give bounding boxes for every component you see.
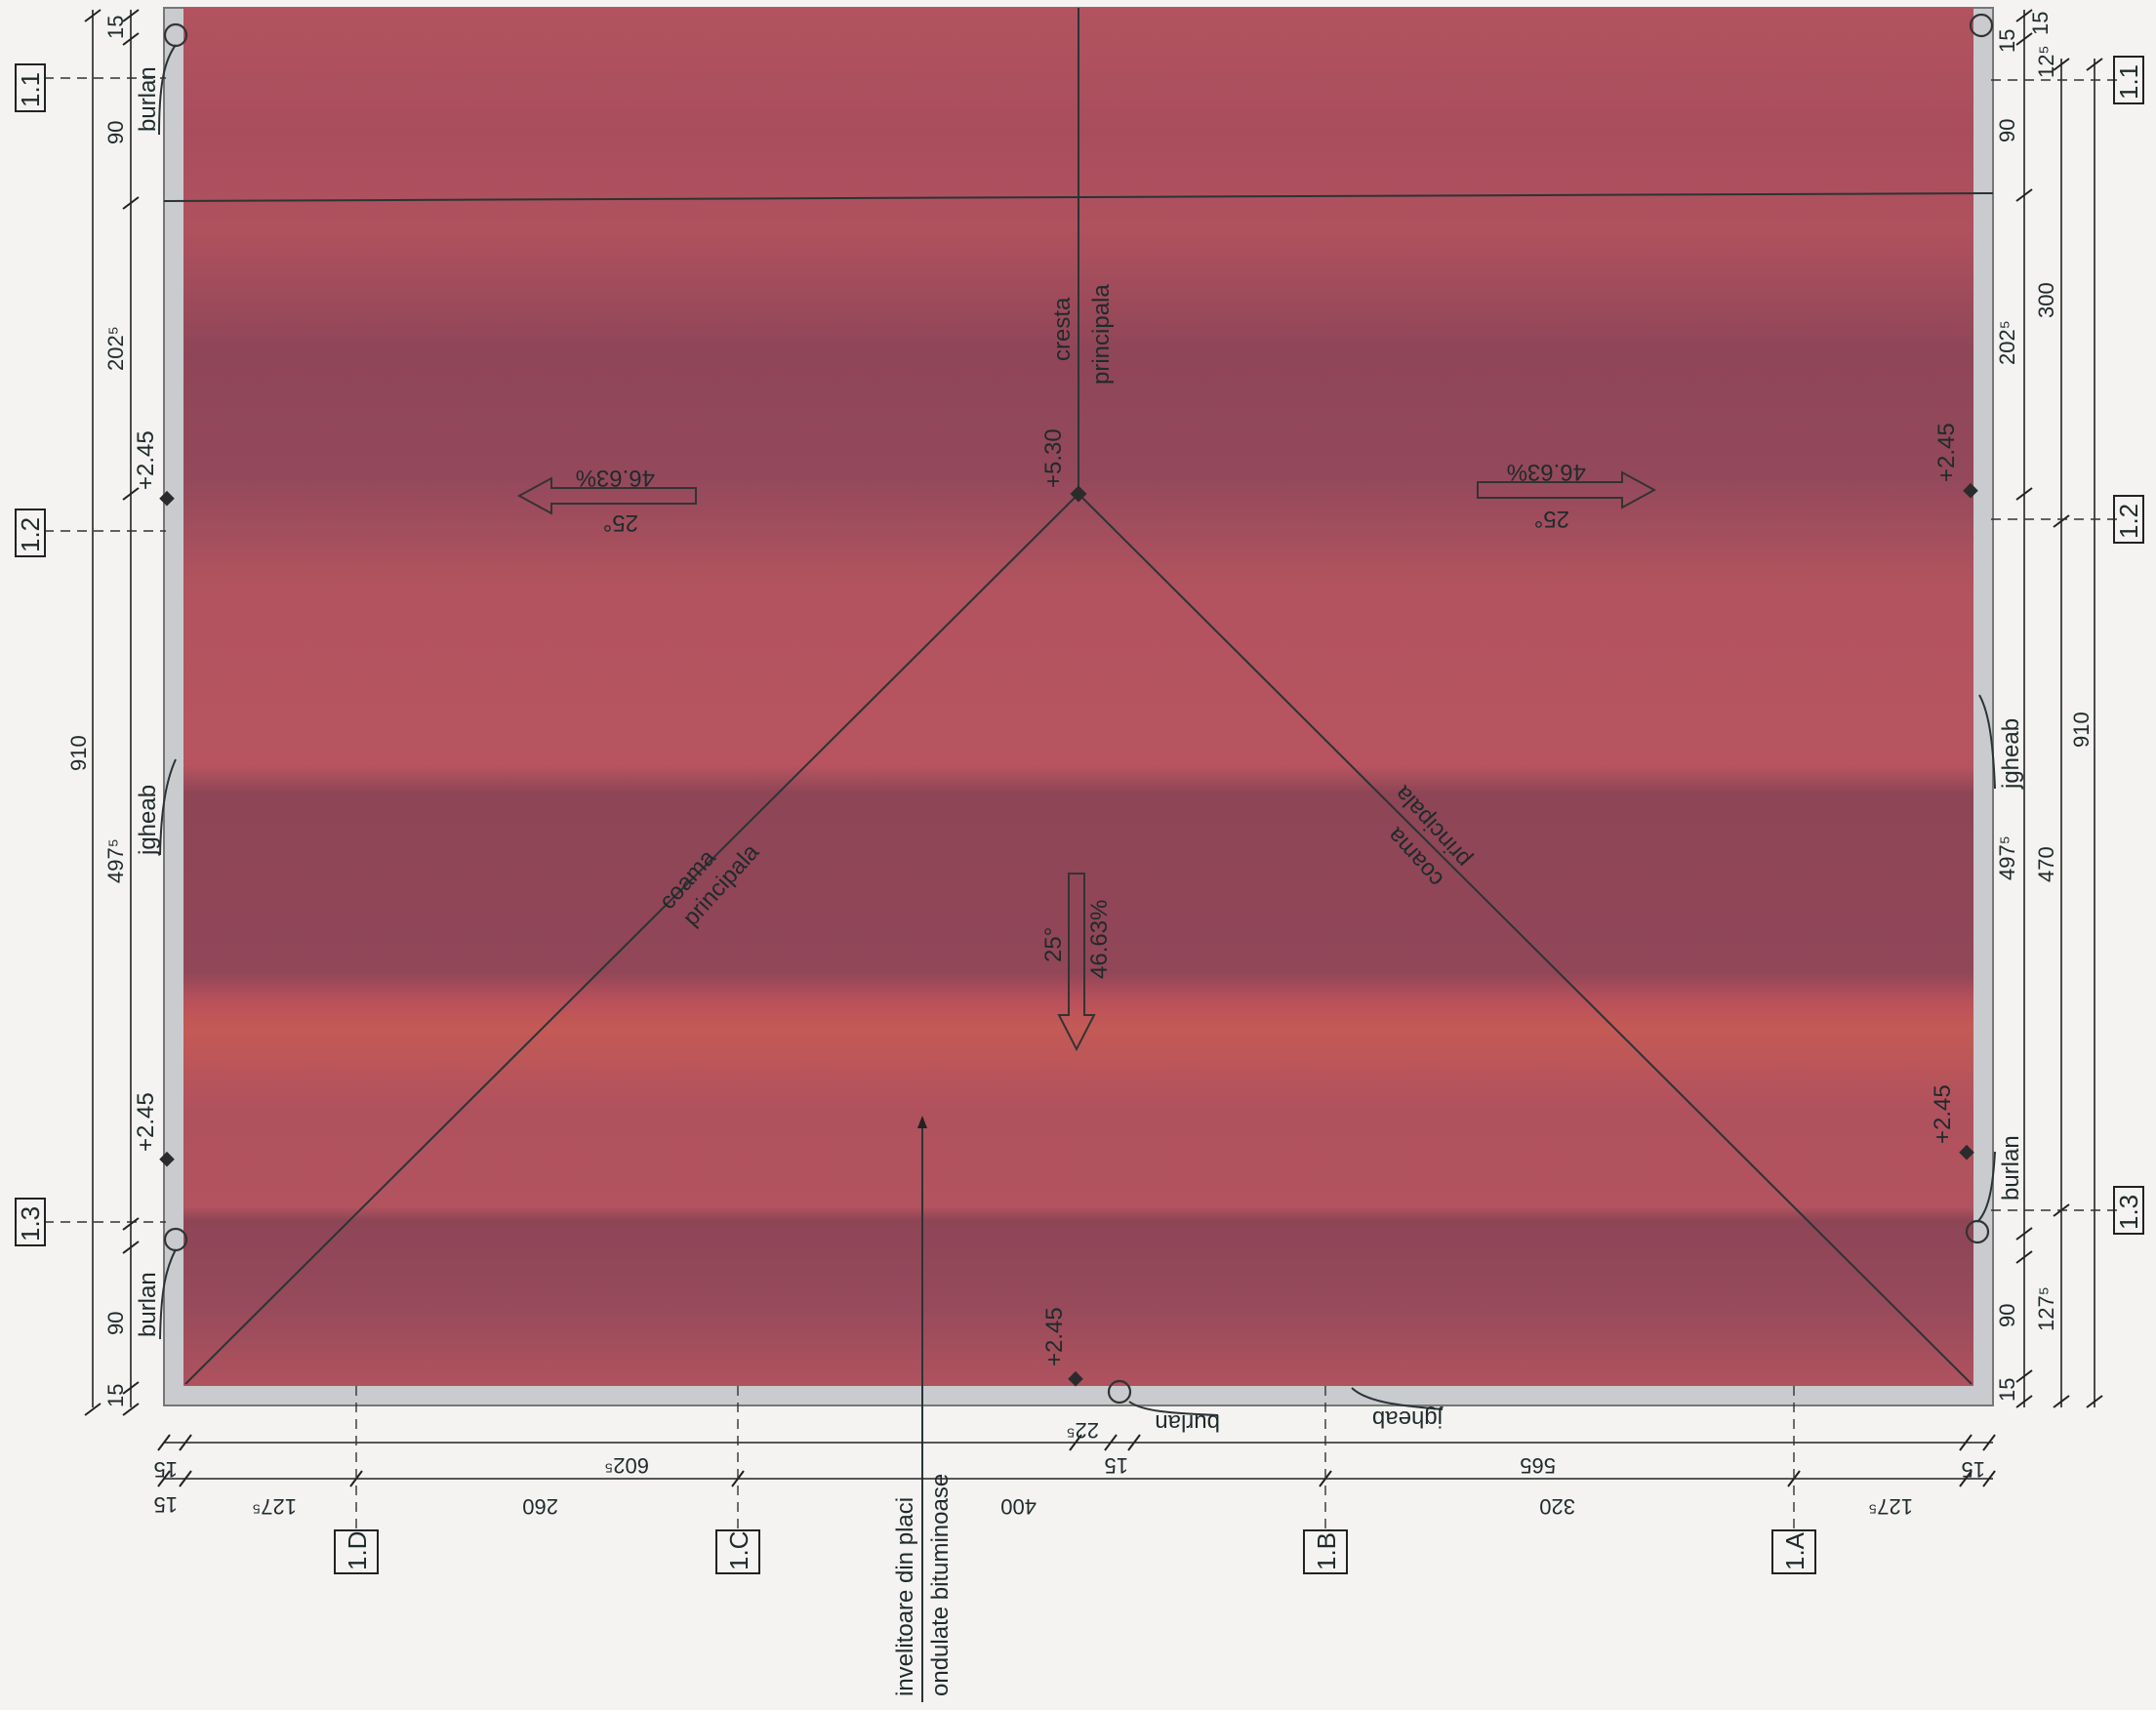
bottom-dimension-chains: 15 602⁵ 15 565 15 22⁵ 15 127⁵ 260 400 32… [154, 1418, 1996, 1519]
right-grid-axes: 1.1 1.2 1.3 [1991, 56, 2144, 1235]
grid-right-2: 1.2 [2114, 504, 2143, 539]
left-grid-axes: 1.1 1.2 1.3 [15, 63, 166, 1246]
jgheab-label-left: jgheab [135, 785, 161, 856]
slope-arrow-right: 46.63% 25° [1477, 459, 1657, 532]
level-eave-bottom: +2.45 [1041, 1307, 1068, 1366]
ridge-label-1: cresta [1049, 297, 1076, 361]
burlan-label-right: burlan [1998, 1135, 2024, 1201]
slope-left-pct: 46.63% [576, 465, 655, 491]
dim-right-4: 497⁵ [1995, 835, 2019, 880]
level-markers [159, 482, 1978, 1387]
grid-right-1: 1.1 [2114, 64, 2143, 100]
ridge-label-2: principala [1088, 284, 1115, 385]
slope-arrow-left: 46.63% 25° [516, 465, 697, 536]
grid-bottom-c: 1.C [724, 1531, 753, 1570]
slope-right-deg: 25° [1534, 506, 1569, 532]
dim-left-5: 90 [103, 1312, 128, 1335]
dim-bottom-r2-5: 320 [1539, 1494, 1575, 1519]
dim-left-1: 15 [103, 16, 128, 39]
grid-bottom-d: 1.D [343, 1531, 372, 1570]
dim-left-total: 910 [66, 735, 91, 771]
level-eave-left-lower: +2.45 [133, 1092, 159, 1152]
level-eave-right-lower: +2.45 [1930, 1084, 1956, 1144]
jgheab-label-right: jgheab [1998, 718, 2024, 790]
slope-down-deg: 25° [1040, 927, 1067, 962]
dim-right-3: 202⁵ [1995, 320, 2019, 365]
dim-bottom-4: 565 [1520, 1453, 1556, 1478]
downpipe-top-right [1969, 13, 1994, 38]
hip-left-line [184, 493, 1079, 1385]
dim-left-4: 497⁵ [103, 838, 128, 883]
slope-arrow-down: 25° 46.63% [1040, 873, 1113, 1052]
covering-label-2: ondulate bituminoase [927, 1474, 954, 1696]
dim-left-2: 90 [103, 121, 128, 144]
dim-right-outer-2: 300 [2034, 282, 2058, 318]
level-eave-right-upper: +2.45 [1933, 423, 1960, 482]
dim-right-2: 90 [1995, 119, 2019, 142]
jgheab-label-bottom: jgheab [1372, 1405, 1444, 1432]
grid-left-1: 1.1 [16, 72, 45, 107]
dim-bottom-5: 15 [1962, 1457, 1985, 1482]
right-dimension-chains: 15 15 90 202⁵ 497⁵ 90 15 12⁵ 300 470 127… [1995, 9, 2103, 1408]
slope-down-pct: 46.63% [1086, 900, 1113, 979]
dim-bottom-small: 22⁵ [1066, 1418, 1099, 1443]
dim-right-6: 15 [1995, 1378, 2019, 1402]
dim-bottom-2: 602⁵ [604, 1453, 649, 1478]
grid-left-2: 1.2 [16, 517, 45, 552]
slope-right-pct: 46.63% [1507, 459, 1586, 485]
dim-right-1: 15 [1995, 29, 2019, 53]
dim-right-outer-1: 12⁵ [2034, 45, 2058, 78]
dim-left-6: 15 [103, 1384, 128, 1407]
downpipe-bottom-mid [1107, 1379, 1132, 1405]
eave-line-top [163, 192, 1994, 202]
dim-right-outer-3: 470 [2034, 846, 2058, 882]
burlan-jgheab-labels: burlan burlan jgheab burlan jgheab burla… [135, 44, 2024, 1436]
dim-bottom-r2-1: 15 [154, 1492, 178, 1517]
burlan-label-top-left: burlan [135, 66, 161, 132]
grid-bottom-b: 1.B [1312, 1532, 1341, 1570]
dim-left-3: 202⁵ [103, 326, 128, 371]
dim-right-total: 910 [2069, 712, 2094, 748]
dim-bottom-1: 15 [154, 1457, 178, 1482]
level-eave-left-upper: +2.45 [133, 430, 159, 490]
dim-bottom-r2-4: 400 [1000, 1494, 1037, 1519]
slope-left-deg: 25° [603, 509, 638, 536]
burlan-label-bottom-left: burlan [135, 1272, 161, 1337]
grid-left-3: 1.3 [16, 1206, 45, 1242]
bottom-grid-axes: 1.D 1.C 1.B 1.A [334, 1386, 1816, 1574]
dim-right-5: 90 [1995, 1304, 2019, 1327]
dim-bottom-3: 15 [1105, 1453, 1128, 1478]
grid-bottom-a: 1.A [1780, 1531, 1810, 1570]
dim-right-outer-4: 127⁵ [2034, 1286, 2058, 1331]
left-dimension-chains: 15 90 202⁵ 497⁵ 90 15 910 [66, 9, 140, 1416]
covering-label-1: invelitoare din placi [892, 1497, 918, 1696]
level-ridge: +5.30 [1040, 428, 1067, 488]
hip-right-line [1078, 493, 1973, 1385]
dim-bottom-r2-6: 127⁵ [1868, 1494, 1913, 1519]
dim-bottom-r2-3: 260 [522, 1494, 558, 1519]
dim-bottom-r2-2: 127⁵ [252, 1494, 297, 1519]
burlan-label-bottom: burlan [1155, 1409, 1220, 1436]
dim-right-top: 15 [2028, 12, 2053, 35]
grid-right-3: 1.3 [2114, 1195, 2143, 1230]
